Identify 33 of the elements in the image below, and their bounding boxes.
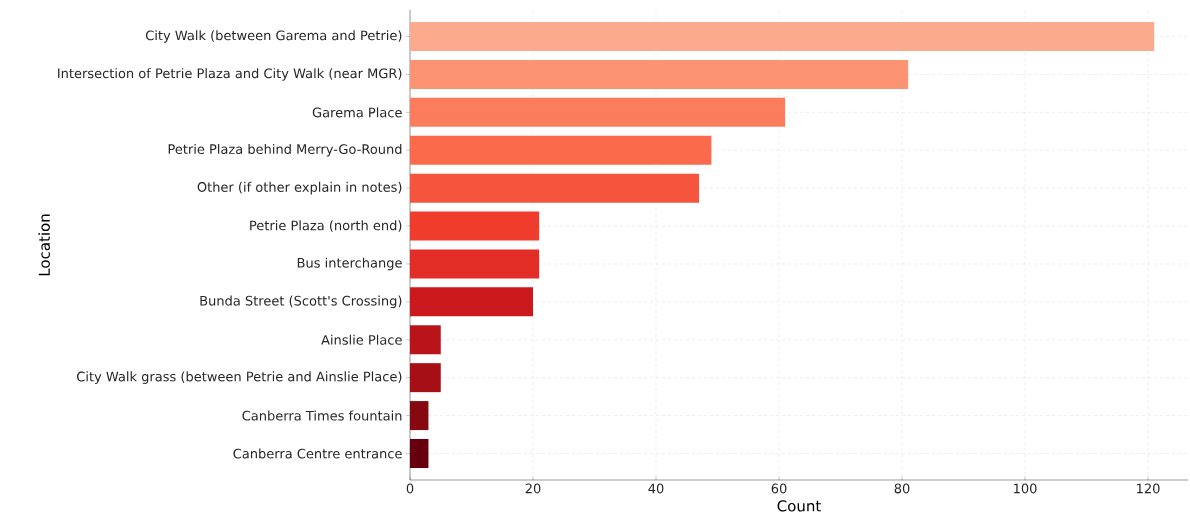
x-tick-label: 60 (771, 483, 787, 494)
y-axis-title: Location (38, 214, 50, 276)
bar (410, 97, 786, 127)
y-tick-label: City Walk grass (between Petrie and Ainslie Place) (77, 371, 402, 384)
bar (410, 401, 429, 431)
bar (410, 211, 540, 241)
bar (410, 249, 540, 279)
y-tick-label: Bunda Street (Scott's Crossing) (200, 295, 402, 309)
x-tick-label: 120 (1137, 483, 1160, 494)
x-axis-title: Count (777, 500, 821, 512)
y-tick-label: Canberra Centre entrance (233, 448, 402, 459)
bar (410, 173, 700, 203)
y-tick-label: Ainslie Place (321, 334, 402, 345)
x-tick-label: 100 (1014, 483, 1037, 494)
x-tick-label: 40 (648, 483, 664, 494)
bar (410, 287, 534, 317)
bar (410, 22, 1155, 52)
x-tick-label: 20 (525, 483, 541, 494)
y-tick-label: Petrie Plaza behind Merry-Go-Round (168, 143, 402, 157)
bar (410, 363, 441, 393)
bar (410, 325, 441, 355)
y-tick-label: Canberra Times fountain (242, 410, 402, 421)
x-tick-label: 0 (406, 483, 414, 494)
y-tick-label: Other (if other explain in notes) (197, 181, 402, 195)
x-tick-label: 80 (894, 483, 910, 494)
bar (410, 438, 429, 468)
bar (410, 135, 712, 165)
bar (410, 59, 909, 89)
y-tick-label: Bus interchange (297, 257, 402, 271)
y-tick-label: Intersection of Petrie Plaza and City Walk (near MGR) (58, 68, 402, 81)
y-tick-label: City Walk (between Garema and Petrie) (145, 30, 402, 43)
y-tick-label: Garema Place (312, 107, 402, 118)
y-tick-label: Petrie Plaza (north end) (250, 220, 402, 232)
